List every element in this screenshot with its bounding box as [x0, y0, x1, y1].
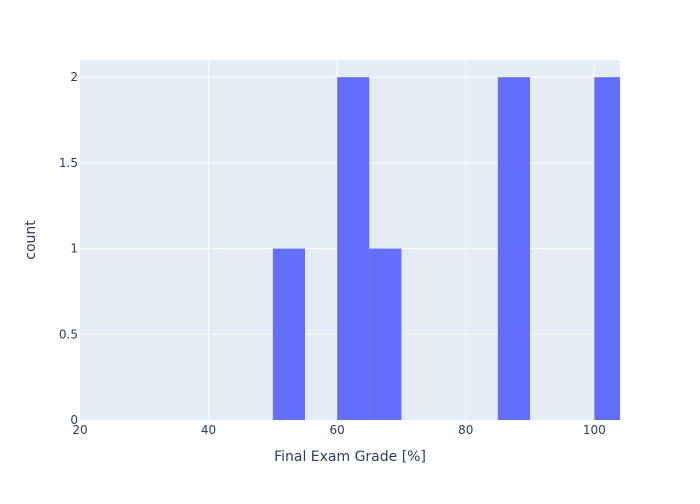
x-tick-label: 20 — [72, 423, 87, 437]
y-tick-label: 0 — [70, 413, 78, 427]
x-axis-ticks: 20 40 60 80 100 — [72, 423, 605, 437]
y-tick-label: 0.5 — [59, 327, 78, 341]
histogram-bar[interactable] — [594, 77, 620, 421]
y-tick-label: 2 — [70, 70, 78, 84]
histogram-bar[interactable] — [272, 248, 305, 420]
bars — [272, 77, 620, 421]
histogram-bar[interactable] — [497, 77, 530, 421]
y-tick-label: 1 — [70, 242, 78, 256]
y-axis-ticks: 0 0.5 1 1.5 2 — [59, 70, 78, 427]
histogram-bar[interactable] — [369, 248, 402, 420]
x-tick-label: 80 — [458, 423, 473, 437]
x-tick-label: 60 — [330, 423, 345, 437]
y-axis-title: count — [23, 220, 39, 260]
histogram-bar[interactable] — [337, 77, 370, 421]
y-tick-label: 1.5 — [59, 156, 78, 170]
x-tick-label: 100 — [583, 423, 606, 437]
x-axis-title: Final Exam Grade [%] — [274, 449, 426, 465]
x-tick-label: 40 — [201, 423, 216, 437]
